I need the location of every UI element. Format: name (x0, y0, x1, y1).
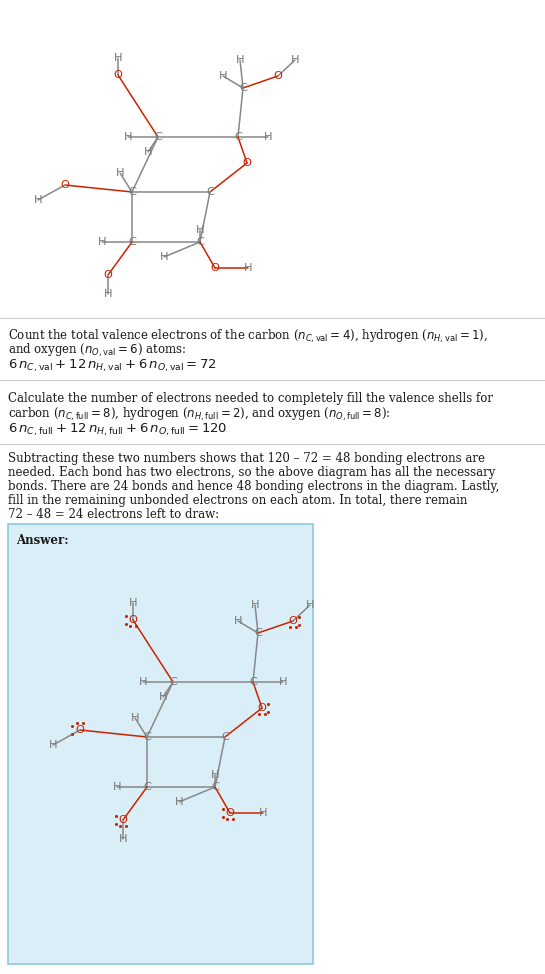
Text: needed. Each bond has two electrons, so the above diagram has all the necessary: needed. Each bond has two electrons, so … (8, 466, 495, 479)
Text: C: C (234, 132, 242, 142)
Text: C: C (143, 782, 151, 792)
Text: carbon ($n_{\mathit{C},\mathrm{full}} = 8$), hydrogen ($n_{\mathit{H},\mathrm{fu: carbon ($n_{\mathit{C},\mathrm{full}} = … (8, 406, 391, 423)
Text: H: H (211, 770, 219, 780)
Text: O: O (119, 815, 128, 825)
Text: O: O (258, 703, 267, 713)
Text: H: H (244, 263, 252, 273)
Text: Answer:: Answer: (16, 534, 69, 547)
Text: O: O (274, 71, 282, 81)
Text: O: O (76, 725, 84, 735)
Text: H: H (259, 808, 267, 818)
Text: H: H (306, 600, 314, 610)
Text: H: H (129, 598, 137, 608)
Text: C: C (196, 237, 204, 247)
Text: C: C (206, 187, 214, 197)
Text: H: H (49, 740, 57, 750)
Text: C: C (254, 628, 262, 638)
Text: O: O (129, 615, 137, 625)
Text: Subtracting these two numbers shows that 120 – 72 = 48 bonding electrons are: Subtracting these two numbers shows that… (8, 452, 485, 465)
Text: Calculate the number of electrons needed to completely fill the valence shells f: Calculate the number of electrons needed… (8, 392, 493, 405)
Text: O: O (113, 70, 123, 80)
Text: C: C (239, 83, 247, 93)
Text: H: H (124, 132, 132, 142)
FancyBboxPatch shape (8, 524, 313, 964)
Text: C: C (154, 132, 162, 142)
Text: H: H (114, 53, 122, 63)
Text: C: C (128, 237, 136, 247)
Text: H: H (234, 616, 243, 626)
Text: H: H (264, 132, 272, 142)
Text: H: H (219, 71, 227, 81)
Text: Count the total valence electrons of the carbon ($n_{\mathit{C},\mathrm{val}} = : Count the total valence electrons of the… (8, 328, 488, 345)
Text: O: O (226, 808, 234, 818)
Text: H: H (34, 195, 43, 205)
Text: fill in the remaining unbonded electrons on each atom. In total, there remain: fill in the remaining unbonded electrons… (8, 494, 468, 507)
Text: O: O (210, 263, 220, 273)
Text: C: C (128, 187, 136, 197)
Text: and oxygen ($n_{\mathit{O},\mathrm{val}} = 6$) atoms:: and oxygen ($n_{\mathit{O},\mathrm{val}}… (8, 342, 186, 359)
Text: H: H (104, 289, 112, 299)
Text: $6\,n_{\mathit{C},\mathrm{full}} + 12\,n_{\mathit{H},\mathrm{full}} + 6\,n_{\mat: $6\,n_{\mathit{C},\mathrm{full}} + 12\,n… (8, 422, 227, 438)
Text: C: C (143, 732, 151, 742)
Text: H: H (116, 168, 124, 178)
Text: bonds. There are 24 bonds and hence 48 bonding electrons in the diagram. Lastly,: bonds. There are 24 bonds and hence 48 b… (8, 480, 499, 493)
Text: C: C (221, 732, 229, 742)
Text: H: H (131, 713, 140, 723)
Text: H: H (278, 677, 287, 687)
Text: O: O (243, 158, 251, 168)
Text: H: H (119, 834, 128, 844)
Text: H: H (98, 237, 106, 247)
Text: H: H (196, 225, 204, 235)
Text: C: C (169, 677, 177, 687)
Text: H: H (251, 600, 259, 610)
Text: H: H (235, 55, 244, 65)
Text: C: C (249, 677, 257, 687)
Text: O: O (104, 270, 112, 280)
Text: C: C (211, 782, 219, 792)
Text: H: H (113, 782, 122, 792)
Text: 72 – 48 = 24 electrons left to draw:: 72 – 48 = 24 electrons left to draw: (8, 508, 219, 521)
Text: H: H (159, 692, 167, 702)
Text: $6\,n_{\mathit{C},\mathrm{val}} + 12\,n_{\mathit{H},\mathrm{val}} + 6\,n_{\mathi: $6\,n_{\mathit{C},\mathrm{val}} + 12\,n_… (8, 358, 217, 374)
Text: O: O (288, 616, 298, 626)
Text: H: H (160, 252, 168, 262)
Text: H: H (290, 55, 299, 65)
Text: H: H (175, 797, 183, 807)
Text: H: H (144, 147, 152, 157)
Text: H: H (138, 677, 147, 687)
Text: O: O (60, 180, 69, 190)
